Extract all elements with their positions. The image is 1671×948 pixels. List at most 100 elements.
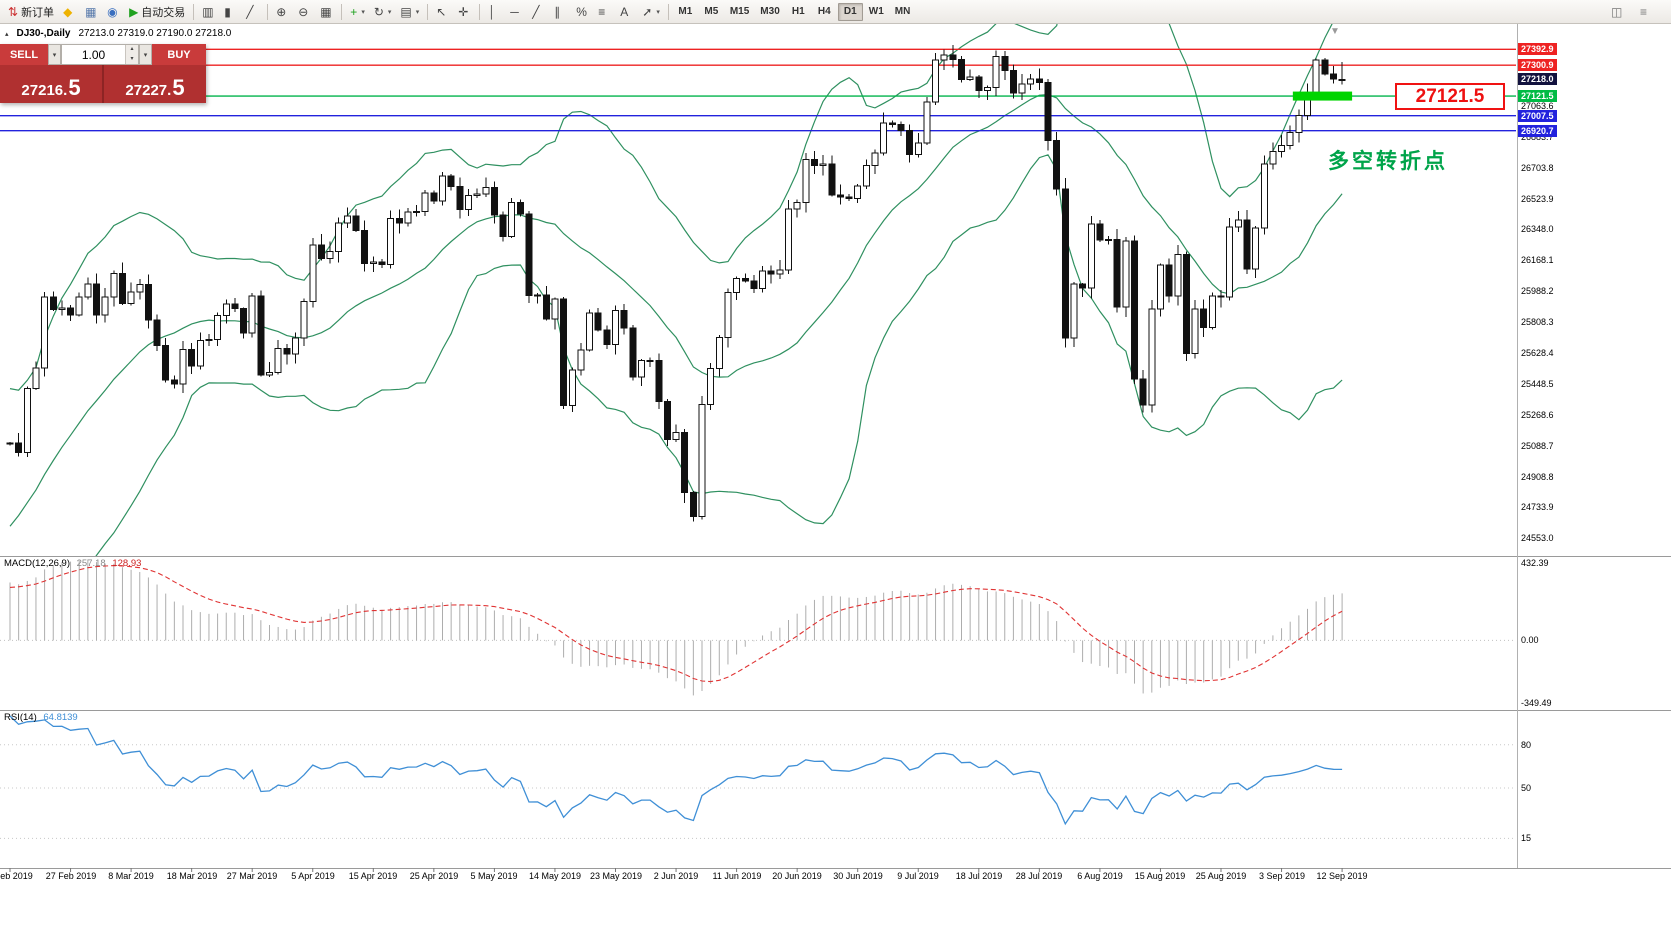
toolbar-menu-button[interactable]: ≡ <box>1636 2 1657 22</box>
macd-axis-label: 432.39 <box>1521 558 1549 568</box>
line-chart-icon: ╱ <box>246 4 254 19</box>
candlestick-chart-button[interactable]: ▮ <box>220 2 241 22</box>
text-button[interactable]: A <box>616 2 637 22</box>
timeframe-w1-button[interactable]: W1 <box>864 3 889 21</box>
vertical-line-button[interactable]: │ <box>484 2 505 22</box>
lot-spinner: ▴ ▾ <box>125 45 138 64</box>
new-order-button[interactable]: ⇅ 新订单 <box>4 2 58 22</box>
autotrading-button-label: 自动交易 <box>141 6 186 19</box>
channel-button[interactable]: ∥ <box>550 2 571 22</box>
fibonacci-button[interactable]: % <box>572 2 593 22</box>
toolbar-separator <box>667 3 669 20</box>
templates-button[interactable]: ▤ ▾ <box>396 2 423 22</box>
timeframe-m15-button[interactable]: M15 <box>725 3 754 21</box>
charts-grid-button[interactable]: ▦ <box>81 2 102 22</box>
date-axis-label: 25 Aug 2019 <box>1195 871 1247 881</box>
timeframe-m1-button[interactable]: M1 <box>673 3 698 21</box>
chart-title: ▴ DJ30-,Daily 27213.0 27319.0 27190.0 27… <box>5 28 231 39</box>
chart-shift-icon[interactable]: ▼ <box>1330 26 1340 37</box>
new-order-button-label: 新订单 <box>21 6 55 19</box>
price-badge: 27007.5 <box>1518 110 1557 122</box>
rsi-value: 64.8139 <box>43 712 78 723</box>
new-chart-window-button[interactable]: ◫ <box>1607 2 1628 22</box>
order-arrows-icon: ⇅ <box>8 4 19 19</box>
crosshair-icon: ✛ <box>458 4 469 19</box>
price-axis-label: 25268.6 <box>1521 410 1554 420</box>
chart-annotation-text: 多空转折点 <box>1328 150 1448 173</box>
community-button[interactable]: ◉ <box>103 2 124 22</box>
chevron-down-icon: ▾ <box>387 8 392 16</box>
date-axis-label: 5 Apr 2019 <box>291 871 335 881</box>
chevron-down-icon: ▾ <box>52 51 57 59</box>
chevron-down-icon: ▾ <box>656 8 660 16</box>
panel-splitter-macd[interactable] <box>0 555 1671 558</box>
window-icon: ◫ <box>1611 4 1623 19</box>
date-axis-label: 9 Jul 2019 <box>897 871 939 881</box>
bar-chart-button[interactable]: ▥ <box>198 2 219 22</box>
timeframe-m5-button[interactable]: M5 <box>699 3 724 21</box>
price-axis-label: 26348.0 <box>1521 224 1554 234</box>
price-badge: 26920.7 <box>1518 125 1557 137</box>
sell-options-dropdown[interactable]: ▾ <box>48 44 61 65</box>
toolbar-right-buttons: ◫ ≡ <box>1607 2 1667 22</box>
crosshair-button[interactable]: ✛ <box>454 2 475 22</box>
sell-button[interactable]: SELL <box>0 44 48 65</box>
tile-windows-button[interactable]: ▦ <box>316 2 337 22</box>
template-icon: ▤ <box>400 4 412 19</box>
tile-icon: ▦ <box>320 4 332 19</box>
rsi-level-label: 50 <box>1521 783 1532 793</box>
price-badge: 27300.9 <box>1518 59 1557 71</box>
text-icon: A <box>620 4 629 19</box>
rsi-indicator-label: RSI(14) 64.8139 <box>4 712 78 723</box>
price-axis-label: 26703.8 <box>1521 163 1554 173</box>
spinner-up-icon[interactable]: ▴ <box>126 45 138 55</box>
menu-icon: ≡ <box>1640 4 1648 19</box>
timeframe-h1-button[interactable]: H1 <box>786 3 811 21</box>
timeframe-h4-button[interactable]: H4 <box>812 3 837 21</box>
trendline-button[interactable]: ╱ <box>528 2 549 22</box>
spinner-down-icon[interactable]: ▾ <box>126 54 138 64</box>
zoom-out-button[interactable]: ⊖ <box>294 2 315 22</box>
macd-name: MACD(12,26,9) <box>4 558 70 569</box>
price-axis-label: 26168.1 <box>1521 255 1554 265</box>
date-axis-label: 5 May 2019 <box>470 871 518 881</box>
objects-button[interactable]: ≡ <box>594 2 615 22</box>
buy-options-dropdown[interactable]: ▾ <box>139 44 152 65</box>
macd-axis-label: -349.49 <box>1521 698 1552 708</box>
bar-chart-icon: ▥ <box>202 4 214 19</box>
vertical-line-icon: │ <box>488 4 496 19</box>
channel-icon: ∥ <box>554 4 561 19</box>
timeframe-mn-button[interactable]: MN <box>890 3 916 21</box>
lot-size-field[interactable]: 1.00 ▴ ▾ <box>61 44 139 65</box>
date-axis-label: 25 Apr 2019 <box>409 871 459 881</box>
date-axis-label: 27 Feb 2019 <box>45 871 97 881</box>
buy-price[interactable]: 27227. 5 <box>104 65 206 103</box>
buy-button[interactable]: BUY <box>152 44 206 65</box>
price-level-label: 27121.5 <box>1395 83 1505 110</box>
indicators-button[interactable]: + ▾ <box>346 2 369 22</box>
macd-axis-label: 0.00 <box>1521 635 1539 645</box>
zoom-in-button[interactable]: ⊕ <box>272 2 293 22</box>
timeframe-m30-button[interactable]: M30 <box>755 3 784 21</box>
fibonacci-icon: % <box>576 4 587 19</box>
price-axis-label: 25808.3 <box>1521 317 1554 327</box>
plus-icon: + <box>350 4 358 19</box>
price-axis-label: 25448.5 <box>1521 379 1554 389</box>
price-axis-label: 26883.7 <box>1521 132 1554 142</box>
periods-button[interactable]: ↻ ▾ <box>370 2 396 22</box>
main-toolbar: ⇅ 新订单 ◆ ▦ ◉ ▶ 自动交易 ▥ ▮ ╱ ⊕ ⊖ ▦ + ▾ ↻ ▾ ▤ ▾ ↖ ✛ │ ─ ╱ ∥% ≡ A ➚ ▾ M1 M5 M… <box>0 0 1671 24</box>
autotrading-button[interactable]: ▶ 自动交易 <box>125 2 189 22</box>
arrows-button[interactable]: ➚ ▾ <box>638 2 664 22</box>
mql-button[interactable]: ◆ <box>59 2 80 22</box>
zoom-out-icon: ⊖ <box>298 4 309 19</box>
sell-price[interactable]: 27216. 5 <box>0 65 102 103</box>
panel-splitter-rsi[interactable] <box>0 708 1671 711</box>
line-chart-button[interactable]: ╱ <box>242 2 263 22</box>
horizontal-line-button[interactable]: ─ <box>506 2 527 22</box>
rsi-level-label: 80 <box>1521 740 1532 750</box>
price-base: 27216. <box>21 82 68 99</box>
timeframe-d1-button[interactable]: D1 <box>837 2 863 21</box>
cursor-button[interactable]: ↖ <box>432 2 453 22</box>
